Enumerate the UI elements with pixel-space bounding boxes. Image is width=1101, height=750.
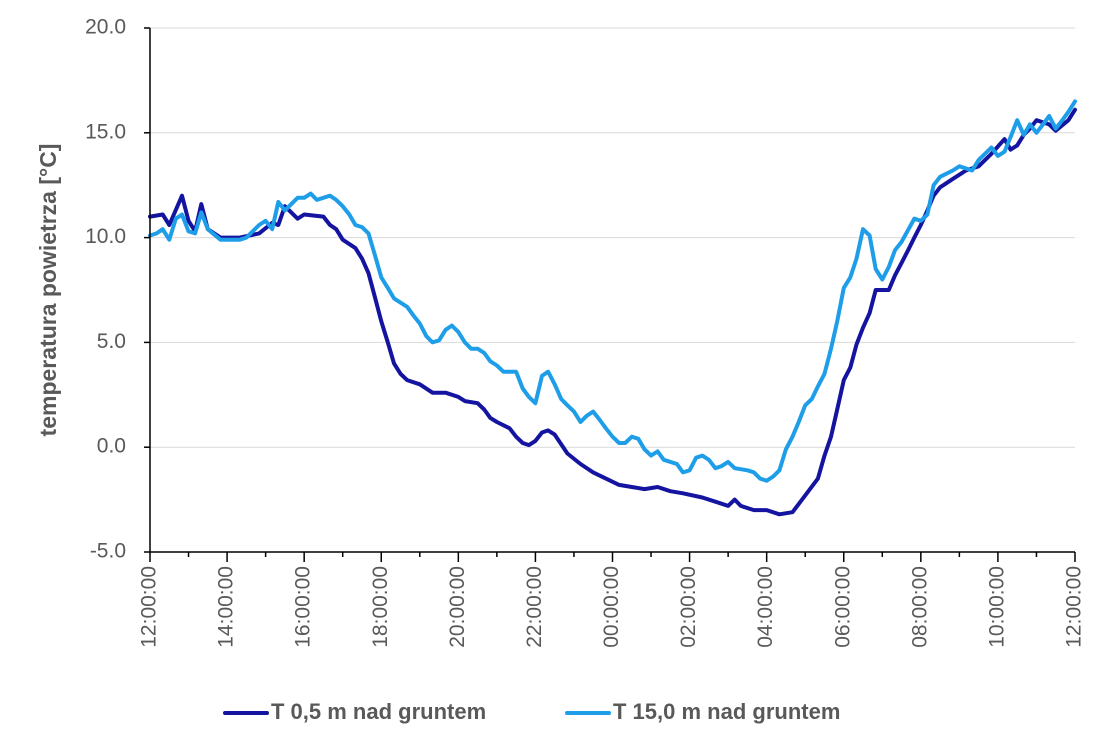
- legend: T 0,5 m nad gruntem T 15,0 m nad gruntem: [223, 699, 840, 724]
- y-tick-label: 5.0: [97, 330, 126, 353]
- x-tick-label: 18:00:00: [369, 566, 392, 648]
- x-tick-label: 06:00:00: [831, 566, 854, 648]
- series-line-2: [148, 99, 1077, 483]
- y-axis-label: temperatura powietrza [°C]: [35, 144, 61, 437]
- x-tick-labels: 12:00:00 14:00:00 16:00:00 18:00:00 20:00:00…: [138, 566, 1086, 648]
- y-tick-label: 20.0: [85, 16, 126, 39]
- series-line-1: [148, 107, 1077, 517]
- gridlines: [150, 27, 1075, 448]
- y-tick-label: 0.0: [97, 435, 126, 458]
- x-tick-label: 22:00:00: [523, 566, 546, 648]
- y-tick-labels: -5.0 0.0 5.0 10.0 15.0 20.0: [85, 16, 126, 563]
- legend-label-1: T 0,5 m nad gruntem: [271, 699, 486, 724]
- legend-label-2: T 15,0 m nad gruntem: [613, 699, 840, 724]
- series-lines: [148, 99, 1077, 517]
- x-tick-label: 10:00:00: [985, 566, 1008, 648]
- x-tick-label: 08:00:00: [908, 566, 931, 648]
- axes: [144, 27, 1076, 562]
- x-tick-label: 14:00:00: [215, 566, 238, 648]
- x-tick-label: 16:00:00: [292, 566, 315, 648]
- x-tick-label: 02:00:00: [677, 566, 700, 648]
- y-tick-label: 10.0: [85, 225, 126, 248]
- x-tick-label: 00:00:00: [600, 566, 623, 648]
- x-tick-label: 12:00:00: [138, 566, 161, 648]
- x-tick-label: 04:00:00: [754, 566, 777, 648]
- y-tick-label: -5.0: [90, 540, 126, 563]
- y-tick-label: 15.0: [85, 120, 126, 143]
- x-tick-label: 20:00:00: [446, 566, 469, 648]
- x-tick-label: 12:00:00: [1063, 566, 1086, 648]
